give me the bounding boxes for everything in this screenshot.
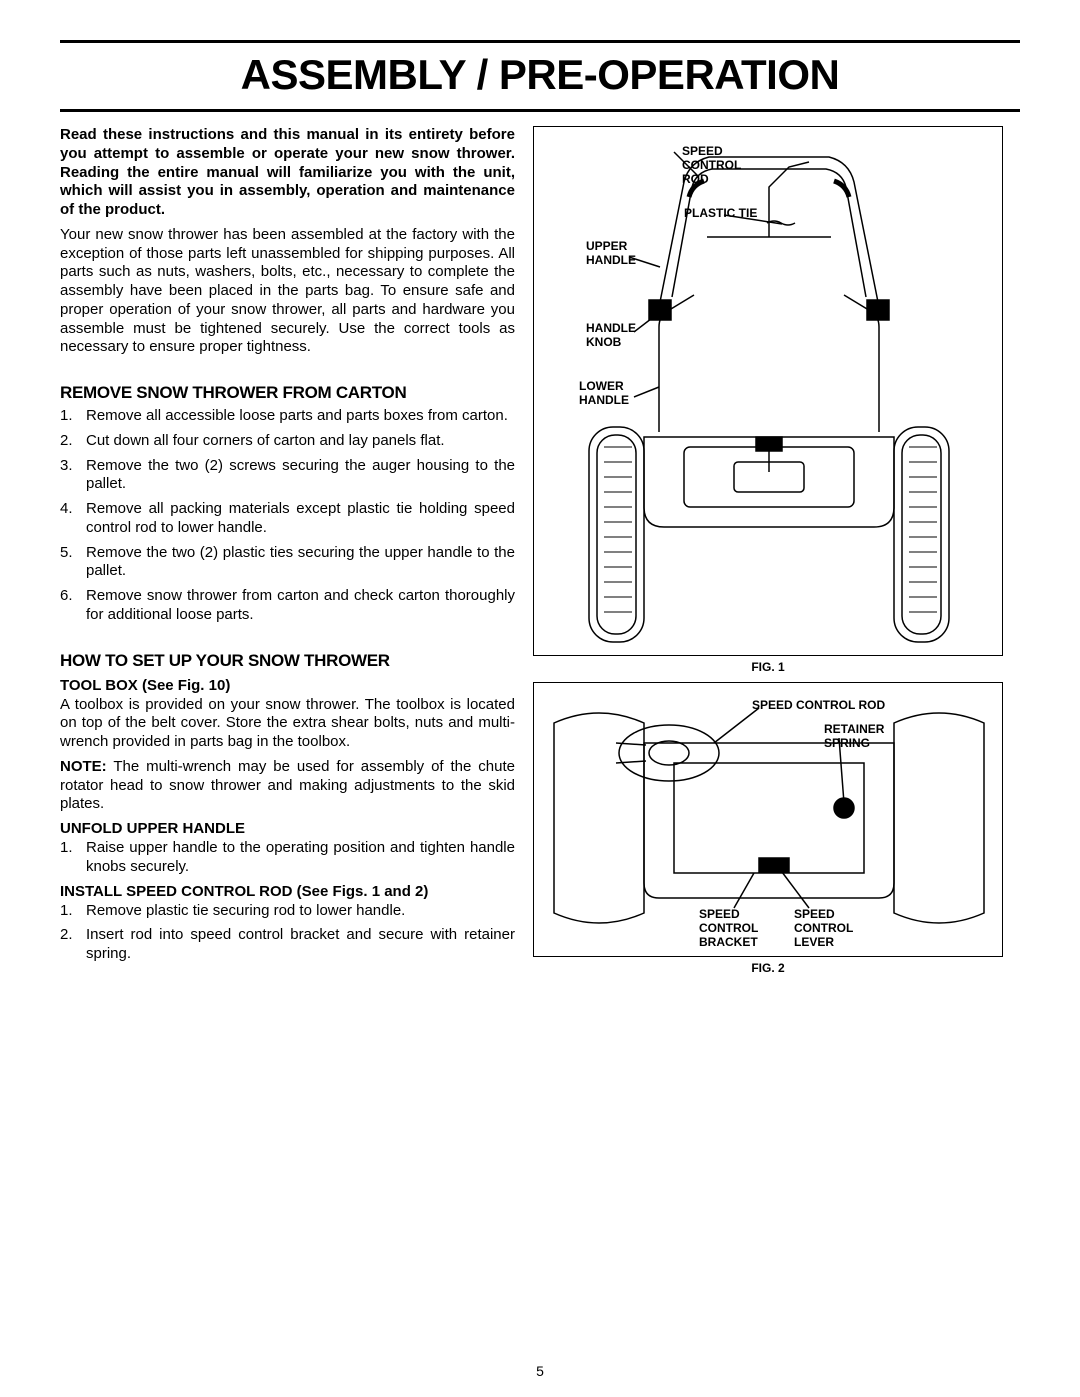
- section1-heading: REMOVE SNOW THROWER FROM CARTON: [60, 383, 515, 403]
- content-row: Read these instructions and this manual …: [60, 126, 1020, 983]
- figure-2-svg: [534, 683, 1004, 958]
- list-item: Raise upper handle to the operating posi…: [60, 839, 515, 877]
- list-item: Remove the two (2) screws securing the a…: [60, 457, 515, 495]
- list-item: Remove the two (2) plastic ties securing…: [60, 544, 515, 582]
- list-item: Cut down all four corners of carton and …: [60, 432, 515, 451]
- fig1-label-speed-control-rod: SPEED CONTROL ROD: [682, 145, 741, 186]
- section1-list: Remove all accessible loose parts and pa…: [60, 407, 515, 625]
- intro-bold: Read these instructions and this manual …: [60, 126, 515, 220]
- list-item: Remove all packing materials except plas…: [60, 500, 515, 538]
- note-body: The multi-wrench may be used for assembl…: [60, 758, 515, 813]
- figure-2-box: SPEED CONTROL ROD RETAINER SPRING SPEED …: [533, 682, 1003, 957]
- fig2-label-speed-control-lever: SPEED CONTROL LEVER: [794, 908, 853, 949]
- list-item: Insert rod into speed control bracket an…: [60, 926, 515, 964]
- figure-1-box: SPEED CONTROL ROD PLASTIC TIE UPPER HAND…: [533, 126, 1003, 656]
- note-prefix: NOTE:: [60, 758, 107, 775]
- list-item: Remove plastic tie securing rod to lower…: [60, 902, 515, 921]
- toolbox-heading: TOOL BOX (See Fig. 10): [60, 677, 515, 694]
- fig1-label-lower-handle: LOWER HANDLE: [579, 380, 629, 408]
- toolbox-body: A toolbox is provided on your snow throw…: [60, 696, 515, 752]
- fig1-label-upper-handle: UPPER HANDLE: [586, 240, 636, 268]
- fig2-caption: FIG. 2: [533, 961, 1003, 975]
- intro-body: Your new snow thrower has been assembled…: [60, 226, 515, 357]
- fig1-caption: FIG. 1: [533, 660, 1003, 674]
- section2-heading: HOW TO SET UP YOUR SNOW THROWER: [60, 651, 515, 671]
- left-column: Read these instructions and this manual …: [60, 126, 515, 983]
- note-para: NOTE: The multi-wrench may be used for a…: [60, 758, 515, 814]
- fig2-label-speed-control-rod: SPEED CONTROL ROD: [752, 699, 885, 713]
- fig2-label-speed-control-bracket: SPEED CONTROL BRACKET: [699, 908, 758, 949]
- unfold-list: Raise upper handle to the operating posi…: [60, 839, 515, 877]
- install-list: Remove plastic tie securing rod to lower…: [60, 902, 515, 964]
- right-column: SPEED CONTROL ROD PLASTIC TIE UPPER HAND…: [533, 126, 1003, 983]
- fig1-label-handle-knob: HANDLE KNOB: [586, 322, 636, 350]
- list-item: Remove all accessible loose parts and pa…: [60, 407, 515, 426]
- fig2-label-retainer-spring: RETAINER SPRING: [824, 723, 884, 751]
- list-item: Remove snow thrower from carton and chec…: [60, 587, 515, 625]
- fig1-label-plastic-tie: PLASTIC TIE: [684, 207, 757, 221]
- page-title: ASSEMBLY / PRE-OPERATION: [60, 40, 1020, 112]
- page-number: 5: [0, 1363, 1080, 1379]
- unfold-heading: UNFOLD UPPER HANDLE: [60, 820, 515, 837]
- install-heading: INSTALL SPEED CONTROL ROD (See Figs. 1 a…: [60, 883, 515, 900]
